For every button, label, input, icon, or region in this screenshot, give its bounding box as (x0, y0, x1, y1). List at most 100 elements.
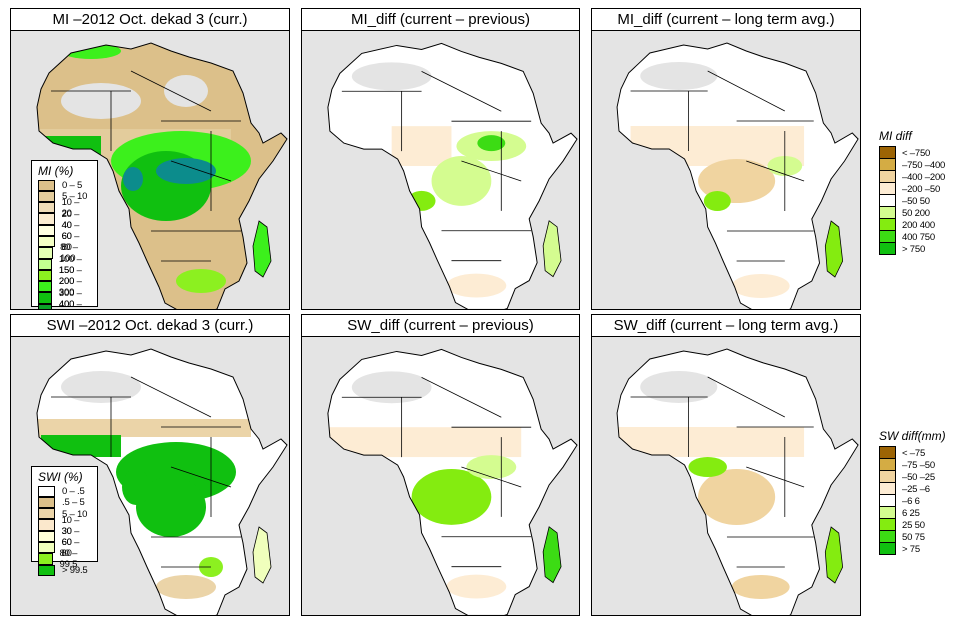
legend-label: > 750 (902, 243, 926, 255)
legend-item: 5 – 10 (38, 508, 91, 520)
legend-swatch (38, 247, 54, 259)
legend-item: 5 – 10 (38, 190, 91, 203)
legend-label: –50 –25 (902, 471, 935, 483)
map-sw-diff-lta (591, 336, 861, 616)
map-sw-diff-prev (301, 336, 580, 616)
legend-label: 300 – 400 (58, 287, 82, 310)
legend-swatch (38, 235, 55, 248)
legend-label: 6 25 (902, 507, 920, 519)
legend-label: –50 50 (902, 195, 930, 207)
legend-label: 5 – 10 (62, 191, 88, 203)
legend-swatch (38, 541, 55, 554)
legend-item: 60 – 80 (38, 231, 91, 253)
legend-label: –25 –6 (902, 483, 930, 495)
legend-swatch (879, 242, 896, 255)
legend-label: 5 – 10 (62, 508, 88, 520)
legend-swatch (38, 258, 52, 270)
legend-swatch (38, 224, 55, 236)
legend-swatch (38, 519, 55, 531)
legend-title: MI (%) (38, 164, 74, 178)
legend-item: 80 – 100 (38, 242, 91, 264)
legend-swatch (38, 553, 53, 565)
legend-label: 400 750 (902, 231, 935, 243)
legend-item: 20 – 40 (38, 209, 91, 231)
legend-swatch (38, 292, 52, 304)
legend-item: 0 – .5 (38, 486, 91, 498)
legend-label: –6 6 (902, 495, 920, 507)
legend-label: 80 – 99.5 (59, 548, 78, 571)
legend-label: 200 – 300 (58, 276, 82, 299)
legend-label: > 99.5 (62, 565, 88, 577)
legend-label: –400 –200 (902, 171, 946, 183)
panel-title: MI –2012 Oct. dekad 3 (curr.) (10, 8, 290, 31)
legend-item: > 99.5 (38, 564, 91, 577)
legend-label: 10 – 20 (61, 197, 80, 220)
legend-swatch (38, 303, 52, 309)
panel-title: SWI –2012 Oct. dekad 3 (curr.) (10, 314, 290, 337)
legend-label: 60 – 80 (61, 231, 80, 254)
legend-label: –200 –50 (902, 183, 941, 195)
africa-map (616, 348, 859, 615)
africa-map (327, 348, 578, 615)
legend-swatch (38, 564, 55, 576)
legend-label: 25 50 (902, 519, 925, 531)
legend-item: 400 – 500 (38, 299, 91, 309)
legend-item: 40 – 60 (38, 220, 91, 242)
map-mi-diff-prev (301, 30, 580, 310)
legend-label: 80 – 100 (60, 242, 78, 265)
legend-label: < –750 (902, 147, 931, 159)
legend-sw-diff: SW diff(mm) < –75 –75 –50 –50 –25 –25 –6 –6 … (879, 429, 946, 555)
legend-item: 60 – 80 (38, 537, 91, 559)
legend-label: 50 75 (902, 531, 925, 543)
legend-item: 0 – 5 (38, 180, 91, 192)
legend-swatch (38, 180, 55, 192)
legend-item: 200 – 300 (38, 276, 91, 298)
legend-item: 100 – 150 (38, 254, 91, 276)
legend-item: 30 – 60 (38, 526, 91, 548)
panel-title: MI_diff (current – previous) (301, 8, 580, 31)
legend-title: SWI (%) (38, 470, 83, 484)
legend-label: < –75 (902, 447, 926, 459)
legend-item: 300 – 400 (38, 288, 91, 309)
legend-label: > 75 (902, 543, 920, 555)
legend-label: 400 – 500 (58, 298, 82, 310)
legend-item: .5 – 5 (38, 496, 91, 509)
legend-swatch (38, 508, 55, 520)
legend-label: 0 – .5 (62, 486, 85, 498)
legend-label: –750 –400 (902, 159, 946, 171)
legend-swatch (38, 496, 55, 509)
africa-map (616, 42, 859, 309)
legend-label: 150 – 200 (58, 265, 82, 288)
legend-swatch (38, 486, 55, 498)
legend-title: SW diff(mm) (879, 429, 946, 443)
legend-swatch (38, 213, 55, 225)
legend-label: 50 200 (902, 207, 930, 219)
legend-item: 10 – 20 (38, 197, 91, 219)
legend-swatch (38, 202, 55, 214)
legend-label: 20 – 40 (61, 208, 80, 231)
africa-map (327, 42, 578, 309)
panel-title: SW_diff (current – long term avg.) (591, 314, 861, 337)
legend-swatch (38, 269, 52, 282)
legend-swatch (38, 190, 55, 203)
legend-swatch (38, 281, 52, 293)
legend-item: 150 – 200 (38, 265, 91, 287)
legend-item: > 750 (879, 242, 945, 255)
legend-title: MI diff (879, 129, 912, 143)
legend-label: 60 – 80 (61, 537, 80, 560)
legend-label: 100 – 150 (58, 253, 82, 276)
map-mi-diff-lta (591, 30, 861, 310)
legend-label: 0 – 5 (62, 180, 83, 192)
legend-swatch (879, 542, 896, 555)
legend-label: 10 – 30 (61, 514, 80, 537)
legend-swatch (38, 530, 55, 542)
panel-title: MI_diff (current – long term avg.) (591, 8, 861, 31)
legend-mi-diff: MI diff < –750 –750 –400 –400 –200 –200 –50… (879, 129, 945, 255)
legend-label: –75 –50 (902, 459, 935, 471)
legend-item: 80 – 99.5 (38, 548, 91, 570)
legend-label: 200 400 (902, 219, 935, 231)
